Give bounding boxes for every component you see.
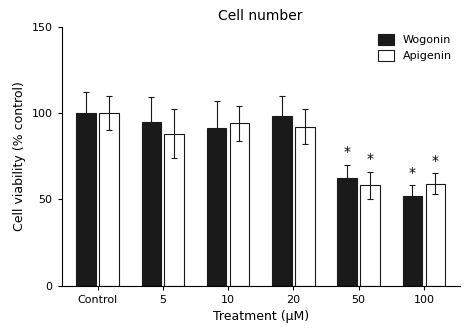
Bar (76, 113, 96, 286)
Text: *: * (432, 154, 439, 168)
Bar (295, 127, 315, 286)
Y-axis label: Cell viability (% control): Cell viability (% control) (13, 81, 26, 231)
Bar (360, 185, 380, 286)
Bar (142, 122, 161, 286)
Text: *: * (366, 152, 374, 166)
Bar (164, 133, 184, 286)
X-axis label: Treatment (μM): Treatment (μM) (213, 310, 309, 323)
Bar (426, 184, 445, 286)
Bar (272, 116, 292, 286)
Bar (403, 196, 422, 286)
Bar (230, 123, 249, 286)
Bar (337, 179, 357, 286)
Bar (207, 128, 227, 286)
Legend: Wogonin, Apigenin: Wogonin, Apigenin (374, 30, 456, 65)
Text: *: * (344, 145, 351, 159)
Bar (99, 113, 118, 286)
Text: *: * (409, 166, 416, 180)
Title: Cell number: Cell number (219, 9, 303, 23)
